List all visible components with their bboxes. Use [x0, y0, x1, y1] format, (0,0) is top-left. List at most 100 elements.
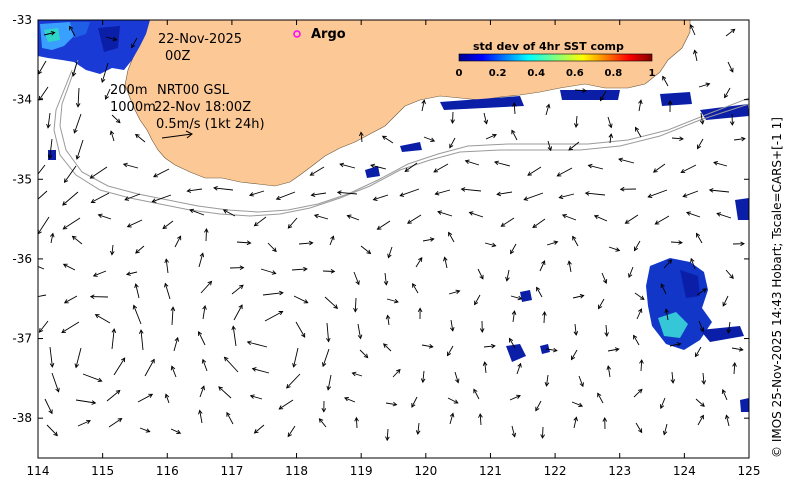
current-vector: [198, 331, 206, 346]
current-vector-head: [318, 418, 324, 423]
current-vector-head: [654, 220, 660, 225]
current-vector-head: [713, 161, 719, 166]
current-vector: [63, 263, 76, 271]
current-vector-head: [678, 240, 683, 245]
current-vector: [697, 138, 704, 149]
current-vector-head: [598, 304, 603, 310]
current-vector-head: [112, 36, 118, 42]
current-vector-head: [699, 327, 705, 333]
current-vector-head: [55, 387, 60, 393]
current-vector-head: [597, 392, 602, 398]
current-vector: [713, 161, 728, 167]
current-vector: [731, 347, 743, 351]
current-vector: [353, 271, 360, 285]
current-vector: [64, 165, 77, 183]
current-vector-head: [239, 284, 244, 290]
current-vector-head: [33, 177, 37, 181]
current-vector-head: [71, 235, 77, 241]
current-vector-head: [89, 174, 95, 179]
current-vector-head: [510, 249, 515, 255]
current-vector-head: [584, 191, 590, 196]
current-vector: [733, 362, 736, 375]
current-vector-head: [134, 283, 139, 289]
current-vector-head: [198, 409, 203, 415]
current-vector-head: [330, 269, 336, 274]
current-vector-head: [186, 188, 192, 193]
current-vector-head: [491, 242, 497, 248]
x-tick-label: 119: [350, 464, 373, 478]
current-vector-head: [535, 406, 540, 412]
current-vector: [452, 111, 454, 124]
current-vector: [46, 424, 58, 436]
current-vector-head: [97, 213, 103, 219]
current-vector: [124, 193, 141, 201]
current-vector: [93, 270, 107, 277]
current-vector: [636, 308, 642, 320]
contour-1000m: [59, 59, 749, 213]
current-vector-head: [170, 365, 176, 371]
current-vector-head: [418, 257, 423, 262]
current-vector: [198, 253, 204, 268]
current-vector: [509, 395, 521, 401]
date-label: 22-Nov-2025: [158, 32, 242, 47]
current-vector: [90, 166, 108, 179]
current-vector-head: [615, 247, 621, 252]
current-vector-head: [407, 219, 412, 224]
current-vector-head: [602, 417, 608, 422]
current-vector: [385, 402, 397, 406]
current-vector: [383, 343, 392, 352]
current-vector: [226, 412, 234, 425]
current-vector-head: [176, 429, 182, 434]
current-vector: [607, 348, 619, 352]
current-vector-head: [279, 290, 284, 296]
current-vector: [571, 349, 578, 360]
current-vector-head: [301, 332, 306, 338]
current-vector: [387, 315, 390, 326]
current-vector: [287, 425, 296, 437]
current-vector-head: [573, 123, 579, 128]
current-vector: [199, 410, 203, 424]
current-vector: [327, 374, 332, 390]
current-vector-head: [355, 280, 360, 286]
current-vector-head: [450, 119, 455, 124]
current-vector-head: [109, 130, 115, 136]
current-vector-head: [122, 162, 128, 168]
y-tick-label: -38: [12, 411, 32, 425]
current-vector-head: [676, 342, 682, 347]
current-vector-head: [690, 257, 695, 263]
current-vector: [447, 397, 459, 404]
current-vector-head: [326, 385, 332, 391]
current-vector-head: [517, 362, 522, 368]
current-vector: [477, 268, 484, 280]
colorbar: [458, 53, 653, 62]
current-vector-head: [207, 280, 213, 286]
current-vector-head: [385, 314, 391, 320]
current-vector: [173, 337, 179, 352]
current-vector: [635, 422, 643, 433]
current-vector: [111, 244, 114, 255]
current-vector: [77, 420, 91, 427]
current-vector: [38, 265, 45, 270]
x-tick-label: 118: [285, 464, 308, 478]
current-vector: [574, 323, 577, 335]
current-vector: [101, 62, 109, 83]
current-vector: [165, 394, 170, 404]
current-vector-head: [89, 294, 95, 299]
current-vector-head: [527, 171, 532, 176]
current-vector-head: [460, 187, 466, 192]
current-vector-head: [541, 260, 546, 266]
current-vector-head: [71, 71, 77, 77]
current-vector: [423, 136, 435, 142]
current-vector-head: [558, 194, 564, 200]
current-vector-head: [496, 191, 502, 197]
current-vector-head: [695, 352, 700, 358]
current-vector: [298, 242, 313, 245]
current-vector-head: [447, 351, 452, 357]
current-vector: [607, 366, 611, 378]
current-vector: [171, 307, 174, 326]
current-vector: [352, 372, 363, 377]
current-vector: [474, 294, 481, 305]
current-vector: [250, 395, 263, 400]
current-vector: [444, 257, 448, 269]
colorbar-tick-label: 0.4: [527, 68, 545, 79]
